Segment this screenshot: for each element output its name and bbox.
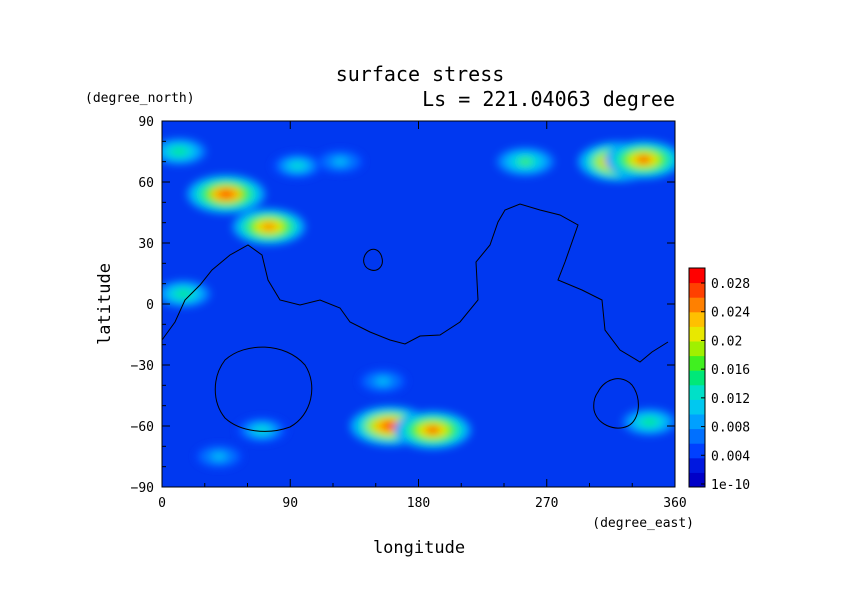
basin-hellas — [214, 346, 313, 432]
colorbar-swatch — [689, 384, 705, 400]
y-axis-label: latitude — [95, 263, 115, 345]
colorbar-swatch — [689, 428, 705, 444]
y-tick-label: 90 — [138, 115, 154, 130]
x-tick-label: 90 — [282, 496, 298, 511]
colorbar-swatch — [689, 326, 705, 342]
colorbar-tick-label: 0.016 — [711, 363, 750, 378]
colorbar-swatch — [689, 297, 705, 313]
colorbar-tick-label: 0.02 — [711, 334, 742, 349]
field-feature-14-level-4 — [335, 159, 345, 165]
field-feature-0-level-4 — [173, 148, 185, 155]
y-tick-label: 30 — [138, 237, 154, 252]
colorbar-swatch — [689, 414, 705, 430]
colorbar-swatch — [689, 443, 705, 459]
colorbar-tick-label: 0.024 — [711, 306, 750, 321]
field-feature-8-level-4 — [425, 426, 441, 434]
colorbar-tick-label: 0.028 — [711, 277, 750, 292]
basin-argyre — [593, 378, 639, 429]
colorbar-swatch — [689, 399, 705, 415]
chart-title: surface stress — [336, 62, 505, 86]
y-unit-label: (degree_north) — [85, 91, 195, 106]
x-tick-label: 270 — [535, 496, 558, 511]
field-feature-7-level-4 — [381, 421, 399, 431]
x-tick-label: 0 — [158, 496, 166, 511]
field-feature-10-level-4 — [177, 291, 189, 297]
field-feature-9-level-4 — [643, 419, 655, 425]
field-feature-6-level-4 — [635, 155, 652, 164]
field-feature-12-level-4 — [214, 454, 224, 459]
colorbar-swatch — [689, 457, 705, 473]
colorbar-swatch — [689, 341, 705, 357]
coastline-outlines — [161, 203, 669, 432]
x-axis-ticks: 0 90 180 270 360 — [158, 121, 687, 511]
y-axis-ticks: 90 60 30 0 −30 −60 −90 — [131, 115, 675, 496]
field-feature-1-level-4 — [218, 190, 234, 199]
colorbar-swatch — [689, 370, 705, 386]
chart-subtitle: Ls = 221.04063 degree — [422, 87, 675, 111]
colorbar-tick-label: 0.004 — [711, 449, 750, 464]
colorbar-frame — [688, 267, 706, 488]
y-tick-label: 0 — [146, 298, 154, 313]
field-blobs — [162, 137, 675, 469]
field-feature-13-level-4 — [378, 378, 388, 384]
colorbar-tick-label: 1e-10 — [711, 478, 750, 493]
colorbar-swatch — [689, 268, 705, 284]
y-tick-label: 60 — [138, 176, 154, 191]
stress-field — [162, 121, 675, 487]
field-feature-3-level-4 — [292, 163, 303, 169]
field-feature-2-level-4 — [261, 223, 277, 231]
colorbar-swatch — [689, 355, 705, 371]
x-tick-label: 180 — [407, 496, 430, 511]
y-tick-label: −30 — [131, 359, 154, 374]
colorbar-tick-label: 0.012 — [711, 392, 750, 407]
colorbar-tick-label: 0.008 — [711, 421, 750, 436]
colorbar-swatch — [689, 282, 705, 298]
x-unit-label: (degree_east) — [592, 516, 694, 531]
island-small — [363, 248, 383, 271]
colorbar: 0.028 0.024 0.02 0.016 0.012 0.008 0.004 1e-10 — [688, 267, 750, 493]
coastline-west — [161, 203, 669, 363]
x-tick-label: 360 — [663, 496, 686, 511]
field-feature-4-level-4 — [519, 158, 532, 165]
y-tick-label: −90 — [131, 481, 154, 496]
y-tick-label: −60 — [131, 420, 154, 435]
x-axis-label: longitude — [373, 538, 465, 558]
colorbar-swatch — [689, 311, 705, 327]
colorbar-swatch — [689, 472, 705, 488]
